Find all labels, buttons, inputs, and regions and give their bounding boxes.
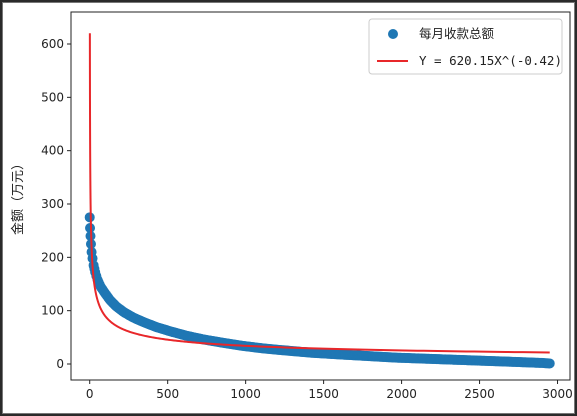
x-tick-label-6: 3000 [542,387,573,401]
axes-layer: 0 500 1000 1500 2000 2500 3000 0 100 200 300 400 500… [41,37,573,401]
legend-box [368,18,563,75]
fit-line [88,33,550,354]
x-tick-label-0: 0 [86,387,94,401]
y-tick-label-6: 600 [41,37,64,51]
series-layer [84,33,555,369]
y-tick-label-1: 100 [41,304,64,318]
legend: 每月收款总额 Y = 620.15X^(-0.42) [368,18,563,75]
y-tick-label-5: 500 [41,90,64,104]
x-tick-label-3: 1500 [308,387,339,401]
legend-marker-scatter [388,29,398,39]
x-tick-label-4: 2000 [386,387,417,401]
legend-label-scatter: 每月收款总额 [419,26,495,41]
x-tick-label-5: 2500 [464,387,495,401]
scatter-point [84,212,95,223]
y-tick-label-0: 0 [56,357,64,371]
y-tick-label-3: 300 [41,197,64,211]
plot-border [70,11,571,381]
y-axis-label: 金额（万元） [10,157,26,235]
y-tick-label-4: 400 [41,144,64,158]
scatter-point [544,358,555,369]
x-tick-label-2: 1000 [230,387,261,401]
y-tick-label-2: 200 [41,250,64,264]
legend-label-line: Y = 620.15X^(-0.42) [419,53,562,68]
x-tick-label-1: 500 [156,387,179,401]
